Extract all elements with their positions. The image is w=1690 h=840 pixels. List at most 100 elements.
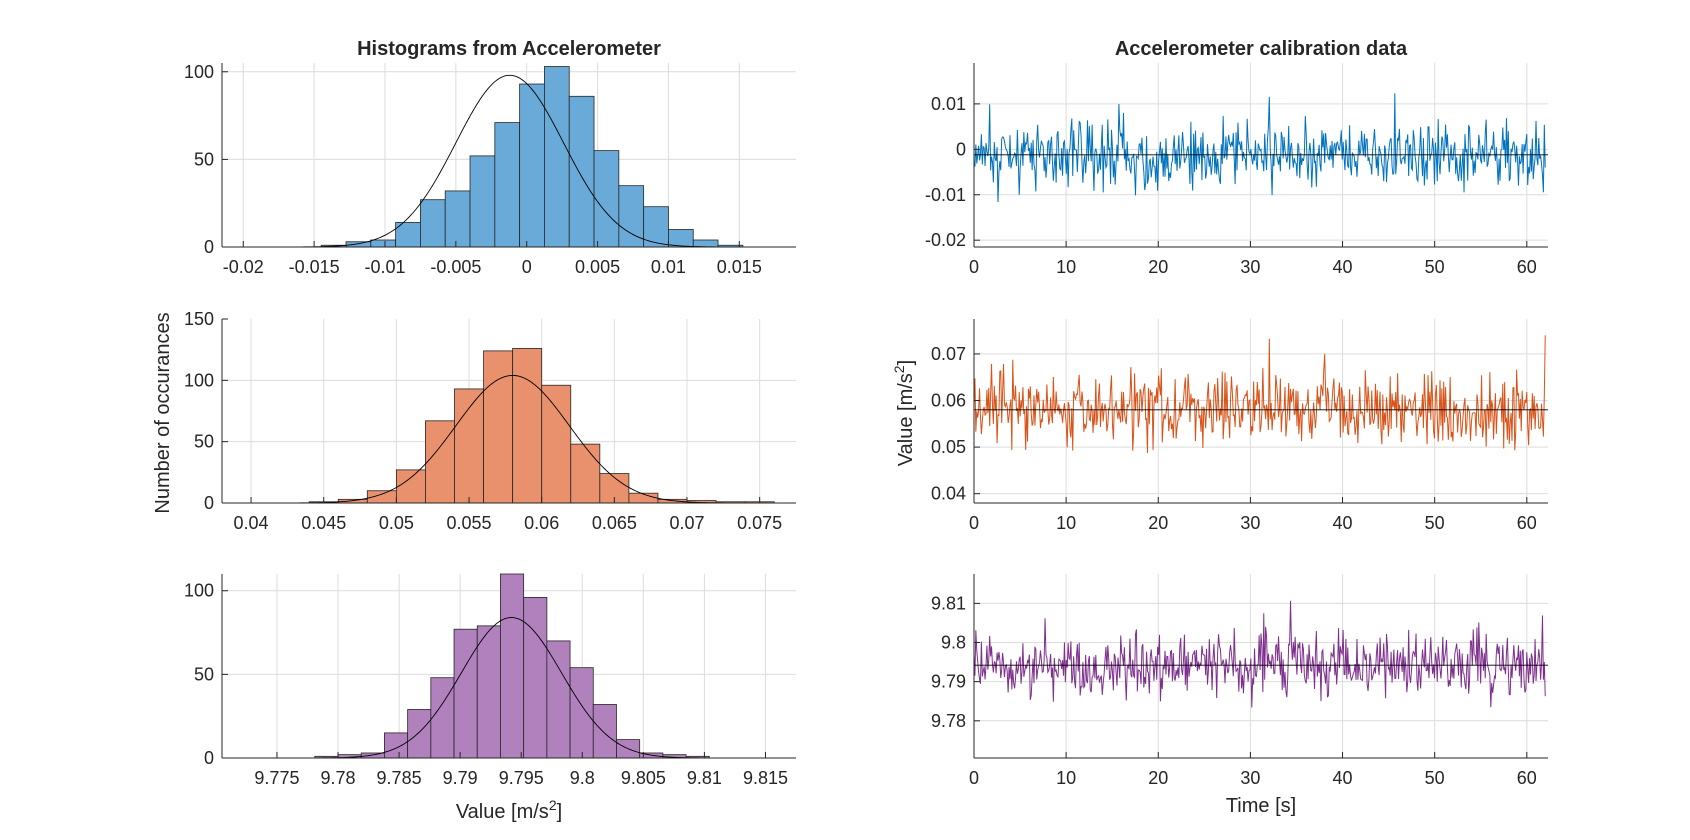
x-tick-label: 0.055 xyxy=(447,513,492,533)
histogram-bar xyxy=(395,222,421,248)
x-tick-label: 0.015 xyxy=(717,257,762,277)
histogram-bar xyxy=(494,122,521,248)
x-tick-label: 0.04 xyxy=(234,513,269,533)
panel-3: 9.775 9.78 9.785 9.79 9.795 9.8 9.805 9.81 9.815… xyxy=(184,573,796,788)
x-tick-label: 9.8 xyxy=(570,768,595,788)
histogram-bar xyxy=(512,348,543,504)
x-tick-label: 20 xyxy=(1148,768,1168,788)
y-tick-label: -0.02 xyxy=(925,230,966,250)
histogram-bar xyxy=(568,95,595,248)
y-tick-label: 0 xyxy=(204,237,214,257)
x-tick-label: 30 xyxy=(1240,513,1260,533)
panel-4: 0 10 20 30 40 50 60 -0.02 -0.01 0 0.01 xyxy=(925,63,1548,277)
y-tick-label: 150 xyxy=(184,309,214,329)
x-tick-label: 9.815 xyxy=(743,768,788,788)
x-tick-label: 60 xyxy=(1517,513,1537,533)
x-tick-label: -0.02 xyxy=(223,257,264,277)
y-tick-label: 50 xyxy=(194,432,214,452)
y-tick-label: 0 xyxy=(204,493,214,513)
x-tick-label: 60 xyxy=(1517,768,1537,788)
x-tick-label: 30 xyxy=(1240,768,1260,788)
x-tick-label: 40 xyxy=(1333,513,1353,533)
left-column-title: Histograms from Accelerometer xyxy=(357,38,661,60)
histogram-bar xyxy=(668,229,694,248)
histogram-bar xyxy=(395,469,426,504)
right-column-title: Accelerometer calibration data xyxy=(1115,38,1408,60)
y-tick-label: 9.78 xyxy=(931,711,966,731)
histogram-bar xyxy=(544,66,570,248)
x-tick-label: 9.775 xyxy=(254,768,299,788)
right-x-axis-label: Time [s] xyxy=(1226,795,1296,817)
x-tick-label: 50 xyxy=(1425,513,1445,533)
panel-6: 0 10 20 30 40 50 60 9.78 9.79 9.8 9.81 xyxy=(931,574,1548,788)
histogram-bar xyxy=(469,155,496,248)
x-tick-label: 0 xyxy=(969,768,979,788)
x-tick-label: 9.795 xyxy=(499,768,544,788)
histogram-bar xyxy=(500,573,525,759)
histogram-bar xyxy=(476,625,501,759)
x-tick-label: 0.065 xyxy=(592,513,637,533)
x-tick-label: 0.045 xyxy=(301,513,346,533)
x-tick-label: 9.785 xyxy=(377,768,422,788)
y-tick-label: 50 xyxy=(194,149,214,169)
panel-1: -0.02 -0.015 -0.01 -0.005 0 0.005 0.01 0.015 0 50… xyxy=(184,62,796,277)
x-tick-label: 0 xyxy=(969,513,979,533)
histogram-bar xyxy=(384,732,409,759)
x-tick-label: 0 xyxy=(522,257,532,277)
histogram-bar xyxy=(523,597,548,759)
panels: -0.02 -0.015 -0.01 -0.005 0 0.005 0.01 0.015050… xyxy=(184,62,1548,788)
x-tick-label: 0.06 xyxy=(524,513,559,533)
x-tick-label: 0.075 xyxy=(737,513,782,533)
histogram-bar xyxy=(643,206,669,248)
y-tick-label: 100 xyxy=(184,62,214,82)
x-tick-label: 9.805 xyxy=(621,768,666,788)
signal-trace xyxy=(973,335,1546,453)
histogram-bar xyxy=(454,388,484,504)
y-tick-label: 0.07 xyxy=(931,344,966,364)
x-tick-label: 40 xyxy=(1333,257,1353,277)
y-tick-label: 0.04 xyxy=(931,484,966,504)
histogram-bar xyxy=(345,241,372,248)
x-tick-label: -0.01 xyxy=(364,257,405,277)
x-tick-label: 60 xyxy=(1517,257,1537,277)
panel-2: 0.04 0.045 0.05 0.055 0.06 0.065 0.07 0.075 0 50 1… xyxy=(184,309,796,533)
histogram-bar xyxy=(407,709,432,759)
y-tick-label: 50 xyxy=(194,664,214,684)
panel-5: 0 10 20 30 40 50 60 0.04 0.05 0.06 0.07 xyxy=(931,319,1548,533)
x-tick-label: 10 xyxy=(1056,768,1076,788)
y-tick-label: 100 xyxy=(184,370,214,390)
x-tick-label: 0.05 xyxy=(379,513,414,533)
right-y-axis-label: Value [m/s2] xyxy=(891,360,917,466)
x-tick-label: -0.015 xyxy=(289,257,340,277)
signal-trace xyxy=(973,93,1546,202)
y-tick-label: 9.81 xyxy=(931,593,966,613)
x-tick-label: 9.78 xyxy=(320,768,355,788)
y-tick-label: 0 xyxy=(956,139,966,159)
x-tick-label: 30 xyxy=(1240,257,1260,277)
y-tick-label: 0.05 xyxy=(931,437,966,457)
left-x-axis-label: Value [m/s2] xyxy=(456,797,562,823)
histogram-bar xyxy=(483,350,514,504)
y-tick-label: 9.79 xyxy=(931,672,966,692)
x-tick-label: 9.79 xyxy=(443,768,478,788)
x-tick-label: 0.01 xyxy=(651,257,686,277)
x-tick-label: 0 xyxy=(969,257,979,277)
x-tick-label: 20 xyxy=(1148,513,1168,533)
signal-trace xyxy=(973,600,1546,708)
histogram-bar xyxy=(569,667,594,759)
histogram-bar xyxy=(546,640,571,759)
histogram-bar xyxy=(444,190,471,248)
x-tick-label: 10 xyxy=(1056,257,1076,277)
histogram-bar xyxy=(519,83,545,248)
x-tick-label: 50 xyxy=(1425,257,1445,277)
x-tick-label: 40 xyxy=(1333,768,1353,788)
histogram-bar xyxy=(453,628,478,759)
histogram-bar xyxy=(692,239,719,248)
left-y-axis-label: Number of occurances xyxy=(152,312,174,513)
histogram-bar xyxy=(570,443,601,504)
histogram-bar xyxy=(420,199,446,248)
x-tick-label: 0.005 xyxy=(575,257,620,277)
x-tick-label: 20 xyxy=(1148,257,1168,277)
y-tick-label: 0 xyxy=(204,748,214,768)
